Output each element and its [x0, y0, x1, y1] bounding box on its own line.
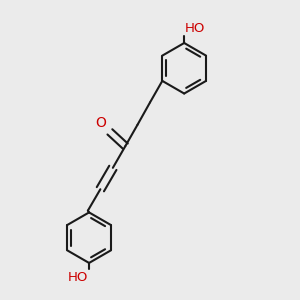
Text: HO: HO: [185, 22, 206, 35]
Text: O: O: [95, 116, 106, 130]
Text: HO: HO: [68, 271, 88, 284]
